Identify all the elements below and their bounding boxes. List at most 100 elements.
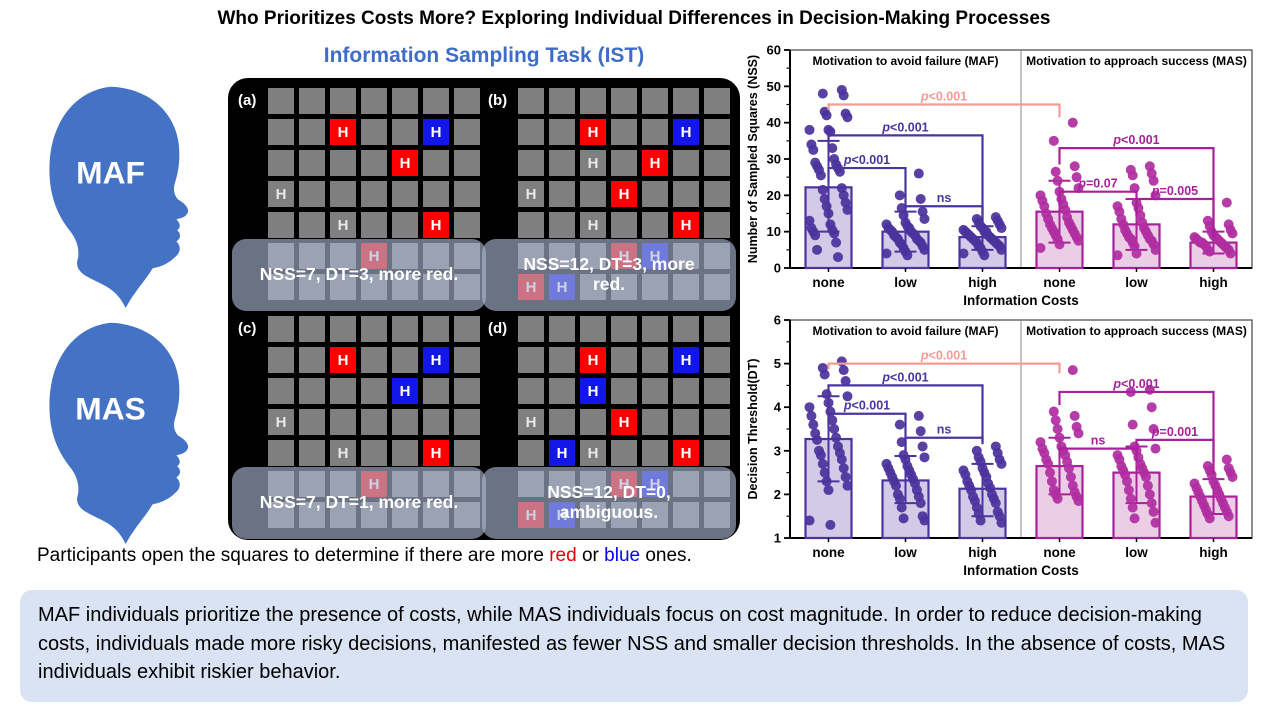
data-point <box>894 493 905 504</box>
data-point <box>1065 471 1076 482</box>
sampled-square: H <box>330 440 356 466</box>
closed-square <box>392 119 418 145</box>
data-point <box>913 168 924 179</box>
data-point <box>842 204 853 215</box>
closed-square <box>268 347 294 373</box>
data-point <box>804 402 815 413</box>
closed-square <box>392 212 418 238</box>
data-point <box>840 471 851 482</box>
data-point <box>1045 467 1055 478</box>
closed-square <box>454 316 480 342</box>
closed-square <box>611 378 637 404</box>
closed-square <box>580 181 606 207</box>
data-point <box>804 515 815 526</box>
data-point <box>1150 517 1161 528</box>
blue-word: blue <box>604 545 641 566</box>
closed-square <box>704 119 730 145</box>
sampled-square: H <box>330 119 356 145</box>
closed-square <box>611 316 637 342</box>
significance-label: p<0.001 <box>920 349 967 363</box>
data-point <box>823 397 834 408</box>
data-point <box>1204 246 1215 257</box>
data-point <box>1046 476 1057 487</box>
closed-square <box>611 150 637 176</box>
panel-title: Motivation to approach success (MAS) <box>1026 54 1247 68</box>
data-point <box>1144 489 1155 500</box>
closed-square <box>642 378 668 404</box>
closed-square <box>392 347 418 373</box>
y-tick-label: 50 <box>767 79 781 94</box>
data-point <box>902 250 913 261</box>
bar-group-MAS-high <box>1189 454 1238 540</box>
sampled-square: H <box>392 378 418 404</box>
data-point <box>1129 183 1140 194</box>
data-point <box>1129 513 1140 524</box>
data-point <box>821 389 832 400</box>
significance-bracket <box>1135 197 1215 238</box>
summary-text: MAF individuals prioritize the presence … <box>38 604 1226 684</box>
data-point <box>894 419 905 430</box>
sampled-square: H <box>611 181 637 207</box>
closed-square <box>268 88 294 114</box>
significance-label: p<0.001 <box>881 120 928 134</box>
red-word: red <box>549 545 577 566</box>
data-point <box>827 415 838 426</box>
data-point <box>810 230 821 241</box>
closed-square <box>454 440 480 466</box>
y-tick-label: 1 <box>774 531 781 546</box>
data-point <box>821 110 832 121</box>
head-profile-icon: MAF <box>49 86 189 309</box>
closed-square <box>549 150 575 176</box>
panel-c-caption-text: NSS=7, DT=1, more red. <box>259 492 459 513</box>
sampled-square: H <box>423 440 449 466</box>
data-point <box>829 228 840 239</box>
x-category-label: low <box>1125 545 1148 560</box>
panel-title: Motivation to avoid failure (MAF) <box>813 324 999 338</box>
closed-square <box>704 181 730 207</box>
sampled-square: H <box>423 347 449 373</box>
closed-square <box>642 181 668 207</box>
significance-bracket <box>827 362 1061 374</box>
sampled-square: H <box>268 409 294 435</box>
panel-title: Motivation to approach success (MAS) <box>1026 324 1247 338</box>
data-point <box>919 515 930 526</box>
data-point <box>1048 406 1059 417</box>
mas-label: MAS <box>75 391 146 427</box>
closed-square <box>454 88 480 114</box>
closed-square <box>299 409 325 435</box>
panel-d-caption-text: NSS=12, DT=0, ambiguous. <box>547 482 671 522</box>
participants-caption-post: ones. <box>640 545 692 566</box>
data-point <box>817 458 828 469</box>
data-point <box>1223 511 1234 522</box>
participants-caption-pre: Participants open the squares to determi… <box>37 545 550 566</box>
significance-label: ns <box>937 423 952 437</box>
data-point <box>812 434 823 445</box>
significance-label: p<0.001 <box>881 370 928 384</box>
head-profile-path <box>49 322 189 545</box>
x-category-label: none <box>812 545 845 560</box>
data-point <box>915 498 926 509</box>
sampled-square: H <box>673 212 699 238</box>
closed-square <box>518 316 544 342</box>
sampled-square: H <box>392 150 418 176</box>
dt-chart: 1 2 3 4 5 6 Decision Threshold(DT) Motivation t… <box>746 313 1253 578</box>
data-point <box>817 88 828 99</box>
closed-square <box>299 378 325 404</box>
data-point <box>834 166 845 177</box>
closed-square <box>299 212 325 238</box>
panel-a-caption-text: NSS=7, DT=3, more red. <box>259 264 459 285</box>
y-axis-title: Number of Sampled Squares (NSS) <box>746 55 760 263</box>
closed-square <box>330 181 356 207</box>
panel-d-caption: NSS=12, DT=0, ambiguous. <box>482 467 736 539</box>
data-point <box>842 391 853 402</box>
sampled-square: H <box>673 119 699 145</box>
significance-label: p=0.005 <box>1151 184 1198 198</box>
data-point <box>1146 498 1157 509</box>
closed-square <box>361 119 387 145</box>
data-point <box>975 515 986 526</box>
sampled-square: H <box>330 212 356 238</box>
panel-c-label: (c) <box>238 320 257 337</box>
closed-square <box>454 119 480 145</box>
significance-bracket <box>1058 447 1138 462</box>
